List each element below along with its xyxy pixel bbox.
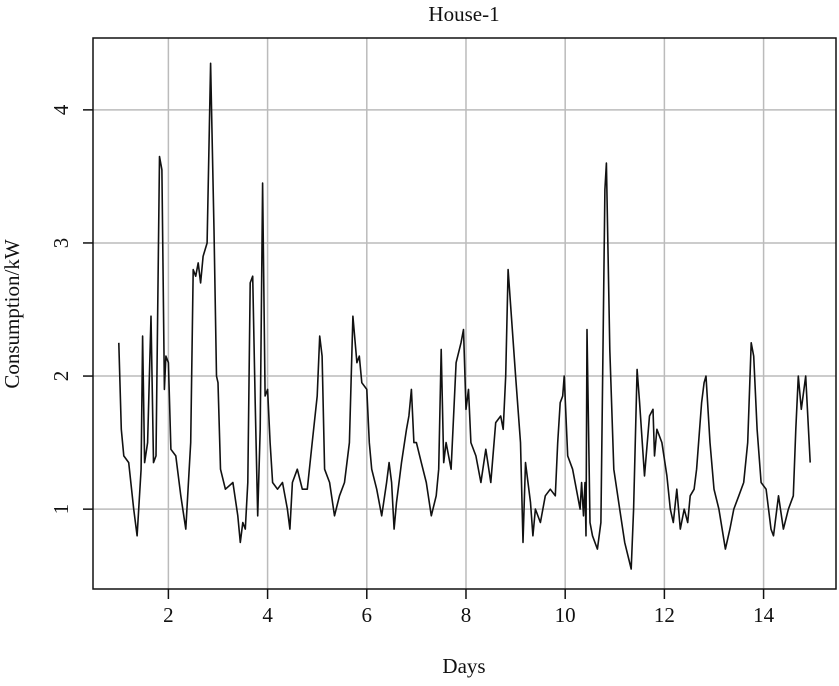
x-tick-label: 6 bbox=[362, 603, 373, 627]
data-line bbox=[118, 62, 811, 570]
x-tick-label: 10 bbox=[555, 603, 576, 627]
y-tick-label: 1 bbox=[49, 504, 73, 514]
y-tick-label: 2 bbox=[49, 371, 73, 382]
x-axis-label: Days bbox=[442, 654, 485, 678]
y-tick-label: 4 bbox=[49, 104, 73, 115]
y-tick-label: 3 bbox=[49, 238, 73, 249]
x-tick-label: 4 bbox=[262, 603, 273, 627]
x-tick-label: 14 bbox=[753, 603, 775, 627]
y-axis-label: Consumption/kW bbox=[0, 239, 24, 389]
x-tick-label: 2 bbox=[163, 603, 174, 627]
chart-title: House-1 bbox=[428, 2, 499, 26]
x-tick-label: 8 bbox=[461, 603, 472, 627]
plot-frame bbox=[92, 37, 837, 590]
x-tick-label: 12 bbox=[654, 603, 675, 627]
